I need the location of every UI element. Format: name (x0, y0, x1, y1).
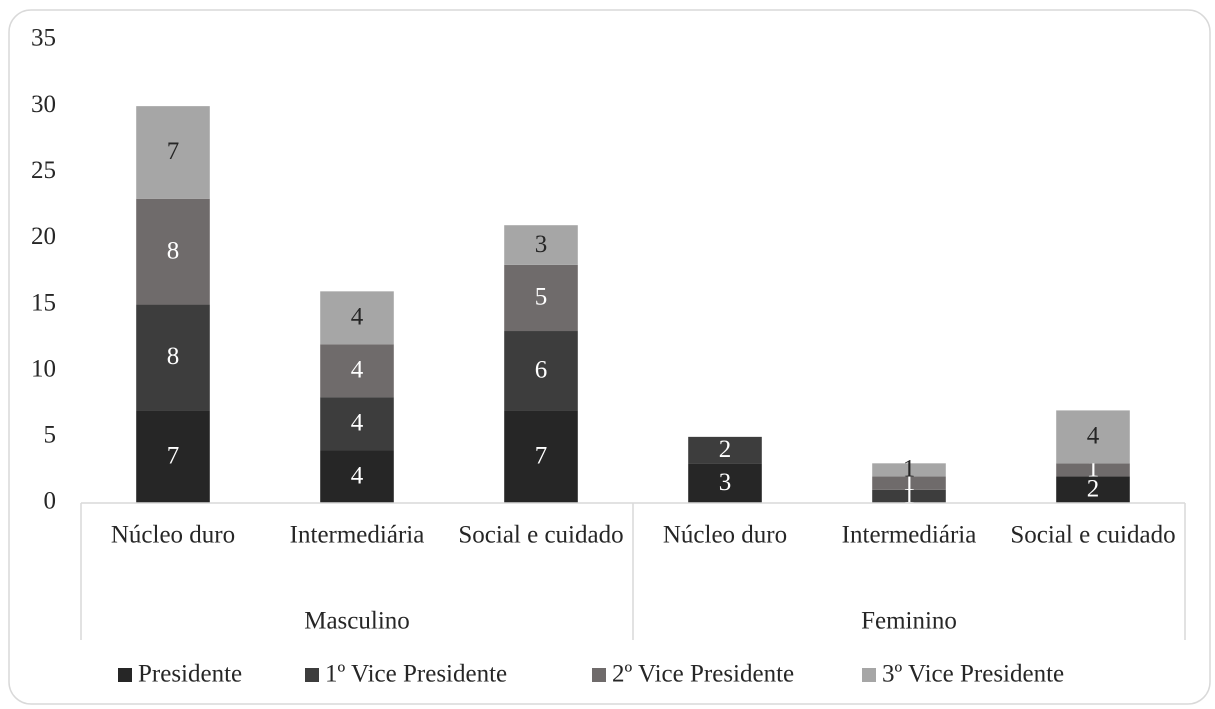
bar-segment (136, 410, 210, 503)
legend-label: 3º Vice Presidente (882, 661, 1064, 688)
group-label: Feminino (861, 608, 957, 635)
x-tick-label: Social e cuidado (1010, 522, 1175, 549)
data-label: 4 (351, 304, 364, 331)
chart-frame (8, 9, 1211, 705)
data-label: 3 (535, 231, 548, 258)
data-label: 4 (351, 462, 364, 489)
x-tick-label: Intermediária (290, 522, 425, 549)
bar-segment (872, 489, 946, 503)
data-label: 5 (535, 284, 548, 311)
data-label: 2 (719, 436, 732, 463)
bar-segment (136, 106, 210, 199)
y-tick-label: 20 (31, 223, 56, 250)
data-label: 1 (903, 456, 916, 483)
bar-segment (1056, 463, 1130, 477)
data-label: 3 (719, 469, 732, 496)
y-tick-label: 10 (31, 355, 56, 382)
data-label: 4 (351, 356, 364, 383)
bar-segment (872, 476, 946, 490)
y-tick-label: 30 (31, 91, 56, 118)
bar-segment (504, 225, 578, 265)
data-label: 8 (167, 343, 180, 370)
x-tick-label: Núcleo duro (111, 522, 235, 549)
bar-segment (688, 436, 762, 464)
data-label: 6 (535, 356, 548, 383)
y-tick-label: 15 (31, 289, 56, 316)
legend-swatch (118, 668, 132, 682)
legend-label: 1º Vice Presidente (325, 661, 507, 688)
bar-segment (320, 397, 394, 451)
data-label: 7 (167, 138, 180, 165)
bar-segment (688, 463, 762, 503)
bar-segment (1056, 476, 1130, 503)
bar-segment (136, 198, 210, 305)
x-tick-label: Social e cuidado (458, 522, 623, 549)
data-label: 4 (1087, 423, 1100, 450)
data-label: 7 (535, 442, 548, 469)
bar-segment (504, 410, 578, 503)
x-tick-label: Intermediária (842, 522, 977, 549)
bar-segment (1056, 410, 1130, 464)
legend-swatch (862, 668, 876, 682)
y-tick-label: 0 (44, 488, 57, 515)
y-tick-label: 25 (31, 157, 56, 184)
bar-segment (504, 264, 578, 332)
legend-label: Presidente (138, 661, 242, 688)
bar-segment (872, 463, 946, 477)
data-label: 2 (1087, 476, 1100, 503)
group-label: Masculino (304, 608, 410, 635)
bar-segment (320, 344, 394, 398)
data-label: 7 (167, 442, 180, 469)
y-tick-label: 5 (44, 422, 57, 449)
bar-segment (136, 304, 210, 411)
x-tick-label: Núcleo duro (663, 522, 787, 549)
bar-segment (504, 331, 578, 411)
data-label: 8 (167, 237, 180, 264)
data-label: 4 (351, 409, 364, 436)
bar-segment (320, 450, 394, 503)
bar-segment (320, 291, 394, 345)
legend-swatch (305, 668, 319, 682)
y-tick-label: 35 (31, 25, 56, 52)
legend-swatch (592, 668, 606, 682)
legend-label: 2º Vice Presidente (612, 661, 794, 688)
